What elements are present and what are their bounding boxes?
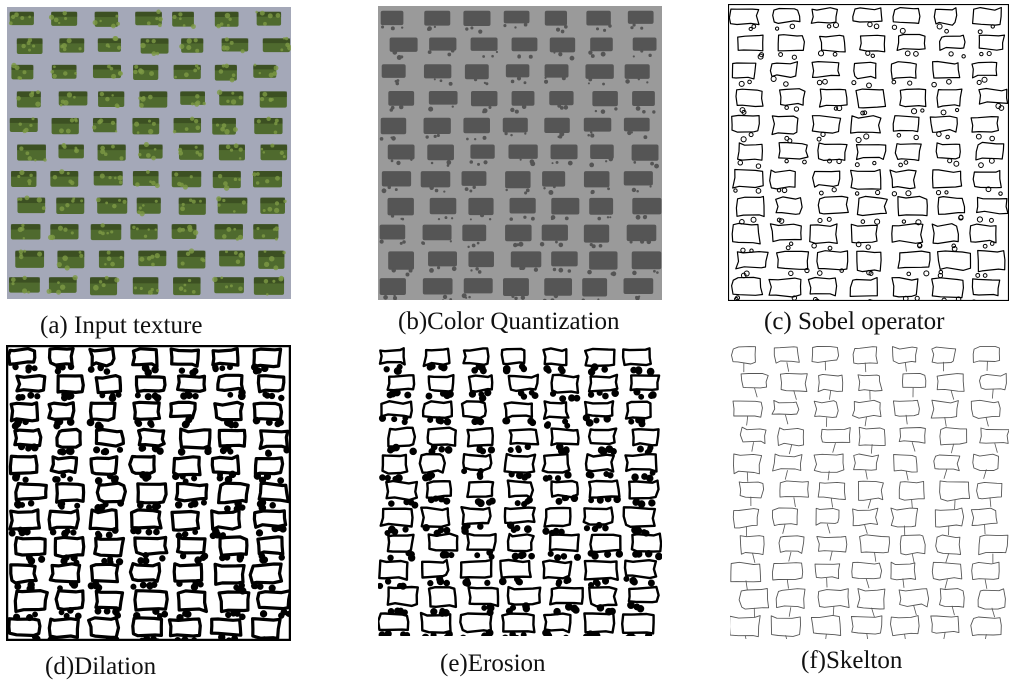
caption-d: (d)Dilation <box>45 653 157 680</box>
grass-paver-photo-icon <box>7 7 291 299</box>
skeleton-grid-icon <box>730 343 1009 639</box>
panel-skeleton <box>730 343 1009 639</box>
caption-e: (e)Erosion <box>440 650 546 677</box>
caption-a: (a) Input texture <box>40 312 203 339</box>
panel-dilation <box>6 345 291 641</box>
caption-c: (c) Sobel operator <box>764 308 945 335</box>
caption-f: (f)Skelton <box>801 647 903 674</box>
eroded-edge-grid-icon <box>378 345 662 636</box>
panel-sobel-operator <box>728 4 1009 301</box>
quantized-grid-icon <box>378 6 662 300</box>
panel-input-texture <box>7 7 291 299</box>
panel-color-quantization <box>378 6 662 300</box>
panel-erosion <box>378 345 662 636</box>
edge-outline-grid-icon <box>728 4 1009 301</box>
caption-b: (b)Color Quantization <box>398 308 620 335</box>
dilated-edge-grid-icon <box>6 345 291 641</box>
